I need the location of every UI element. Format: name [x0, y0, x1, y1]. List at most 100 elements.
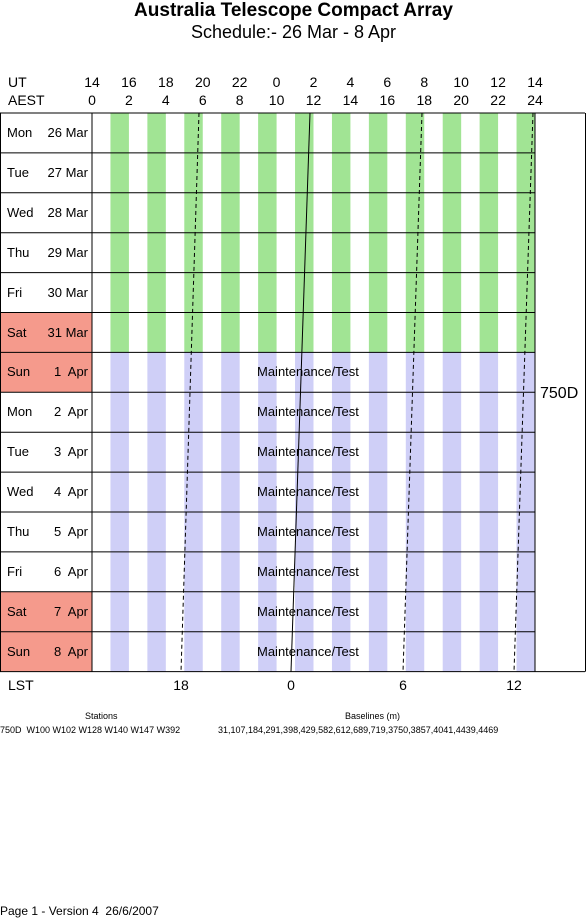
time-band: [147, 551, 166, 592]
time-band: [405, 152, 425, 193]
time-band: [368, 192, 388, 233]
time-band: [479, 472, 499, 512]
day-weekday: Thu: [7, 244, 30, 260]
day-weekday: Sat: [7, 603, 27, 619]
time-band: [295, 192, 314, 233]
time-band: [479, 152, 499, 193]
time-band: [221, 113, 240, 153]
time-band: [110, 432, 129, 473]
time-band: [368, 272, 388, 313]
lst-line: [402, 112, 423, 672]
time-band: [110, 232, 129, 273]
time-band: [405, 432, 425, 473]
time-band: [405, 472, 425, 512]
time-band: [184, 152, 203, 193]
time-band: [405, 631, 425, 672]
time-band: [368, 512, 388, 552]
activity-label: Maintenance/Test: [257, 524, 359, 539]
time-band: [368, 631, 388, 672]
time-band: [184, 472, 203, 512]
time-band: [221, 432, 240, 473]
time-band: [184, 392, 203, 433]
time-band: [442, 591, 462, 632]
time-band: [442, 192, 462, 233]
time-band: [405, 392, 425, 433]
time-band: [368, 591, 388, 632]
lst-line: [513, 112, 534, 672]
time-band: [184, 512, 203, 552]
time-band: [258, 152, 277, 193]
time-band: [221, 192, 240, 233]
time-band: [442, 472, 462, 512]
time-band: [368, 352, 388, 393]
time-band: [331, 312, 351, 353]
time-band: [331, 272, 351, 313]
time-band: [110, 591, 129, 632]
time-band: [295, 591, 314, 632]
time-band: [442, 232, 462, 273]
time-band: [442, 312, 462, 353]
time-band: [258, 512, 277, 552]
ut-tick: 14: [527, 74, 543, 90]
time-band: [479, 512, 499, 552]
time-band: [331, 472, 351, 512]
time-band: [331, 591, 351, 632]
time-band: [368, 113, 388, 153]
time-band: [368, 312, 388, 353]
time-band: [331, 352, 351, 393]
ut-tick: 6: [383, 74, 392, 90]
aest-tick: 16: [379, 92, 396, 108]
day-weekday: Thu: [7, 524, 30, 539]
time-band: [331, 512, 351, 552]
time-band: [110, 113, 129, 153]
time-band: [110, 631, 129, 672]
time-band: [110, 512, 129, 552]
ut-tick: 12: [490, 74, 506, 90]
lst-line: [290, 112, 311, 672]
ut-tick: 22: [231, 74, 248, 90]
time-band: [295, 152, 314, 193]
time-band: [405, 352, 425, 393]
time-band: [405, 272, 425, 313]
day-weekday: Tue: [7, 164, 29, 180]
ut-tick: 16: [121, 74, 137, 90]
time-band: [110, 352, 129, 393]
day-date: 2 Apr: [54, 404, 88, 420]
day-date: 6 Apr: [54, 563, 88, 579]
time-band: [368, 232, 388, 273]
time-band: [331, 392, 351, 433]
day-date: 27 Mar: [47, 164, 88, 180]
activity-label: Maintenance/Test: [257, 444, 359, 460]
day-date: 28 Mar: [47, 204, 88, 220]
time-band: [221, 152, 240, 193]
time-band: [110, 551, 129, 592]
time-band: [147, 472, 166, 512]
time-band: [479, 432, 499, 473]
stations-list: 750D W100 W102 W128 W140 W147 W392: [0, 725, 181, 735]
time-band: [221, 392, 240, 433]
time-band: [516, 192, 535, 233]
time-band: [331, 152, 351, 193]
aest-tick: 22: [490, 92, 506, 108]
day-weekday: Wed: [7, 204, 34, 220]
schedule-subtitle: Schedule:- 26 Mar - 8 Apr: [190, 22, 397, 42]
time-band: [479, 631, 499, 672]
time-band: [368, 551, 388, 592]
time-band: [221, 631, 240, 672]
time-band: [110, 392, 129, 433]
time-band: [147, 392, 166, 433]
ut-label: UT: [8, 74, 27, 90]
time-band: [184, 591, 203, 632]
time-band: [258, 192, 277, 233]
time-band: [147, 272, 166, 313]
lst-tick: 12: [506, 677, 522, 693]
time-band: [258, 113, 277, 153]
time-band: [295, 631, 314, 672]
day-date: 4 Apr: [54, 484, 88, 500]
time-band: [295, 113, 314, 153]
time-band: [221, 512, 240, 552]
aest-tick: 10: [268, 92, 285, 108]
time-band: [405, 192, 425, 233]
ut-tick: 2: [309, 74, 318, 90]
